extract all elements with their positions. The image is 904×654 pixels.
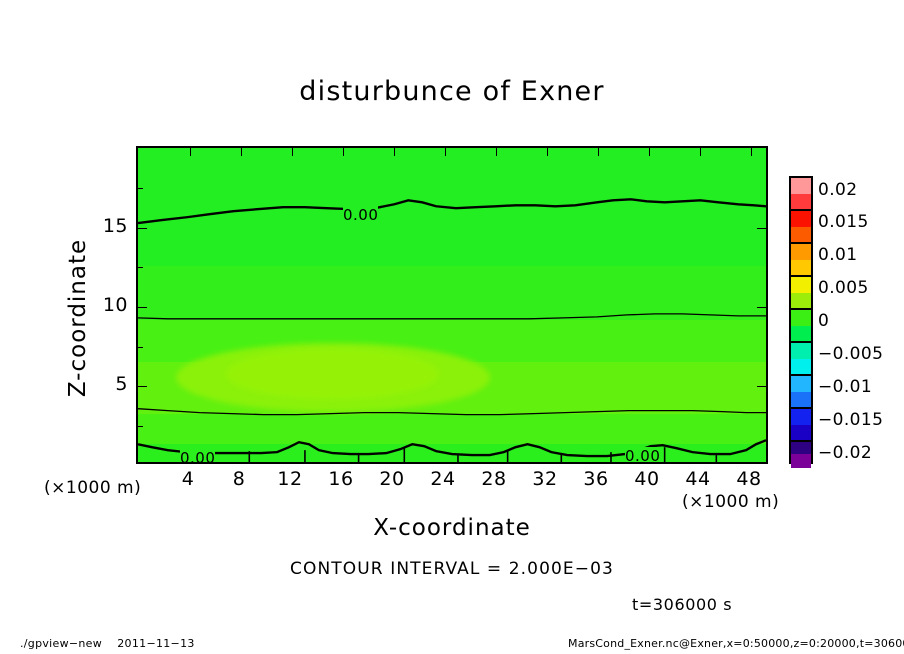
- axis-tick-top: [547, 148, 548, 156]
- axis-tick-top: [241, 148, 242, 156]
- colorbar-swatch: [791, 194, 811, 210]
- colorbar-tick-label: −0.005: [818, 344, 884, 364]
- colorbar-tick-label: −0.02: [818, 443, 873, 463]
- x-tick-label: 36: [583, 468, 609, 490]
- x-tick-label: 24: [430, 468, 456, 490]
- colorbar-swatch: [791, 244, 811, 260]
- axis-tick-left: [138, 386, 147, 387]
- colorbar-swatch: [791, 227, 811, 243]
- colorbar-separator: [791, 341, 811, 343]
- colorbar-separator: [791, 275, 811, 277]
- y-tick-label: 5: [115, 373, 128, 395]
- field-hotspot-core: [225, 348, 440, 400]
- contour-interval-note: CONTOUR INTERVAL = 2.000E−03: [290, 559, 614, 579]
- x-axis-units: (×1000 m): [682, 492, 780, 512]
- colorbar-swatch: [791, 293, 811, 309]
- x-tick-label: 48: [736, 468, 762, 490]
- contour-label: 0.00: [175, 449, 220, 462]
- x-tick-label: 28: [481, 468, 507, 490]
- colorbar-swatch: [791, 392, 811, 408]
- x-axis-title: X-coordinate: [373, 515, 531, 541]
- colorbar-separator: [791, 209, 811, 211]
- y-tick-label: 15: [102, 215, 128, 237]
- x-tick-label: 44: [685, 468, 711, 490]
- contour-plot-area: 0.00 0.00 0.00: [136, 146, 768, 464]
- y-axis-title: Z-coordinate: [65, 238, 91, 398]
- footer-command: ./gpview−new: [20, 637, 103, 650]
- x-tick-label: 20: [379, 468, 405, 490]
- field-band: [138, 414, 766, 444]
- colorbar-swatch: [791, 178, 811, 194]
- contour-label: 0.00: [338, 206, 383, 224]
- axis-tick-top: [292, 148, 293, 156]
- colorbar-swatch: [791, 310, 811, 326]
- x-tick-label: 12: [277, 468, 303, 490]
- colorbar-swatch: [791, 454, 811, 468]
- colorbar-swatch: [791, 211, 811, 227]
- colorbar-tick-label: 0.02: [818, 180, 858, 200]
- axis-tick-top: [649, 148, 650, 156]
- axis-tick-minor-left: [138, 347, 143, 348]
- footer-left: ./gpview−new 2011−11−13: [20, 637, 195, 650]
- x-tick-label: 8: [232, 468, 246, 490]
- colorbar: [789, 176, 813, 468]
- colorbar-swatch: [791, 425, 811, 441]
- contour-lines: [138, 198, 766, 462]
- colorbar-swatch: [791, 376, 811, 392]
- axis-tick-top: [700, 148, 701, 156]
- colorbar-tick-label: 0.005: [818, 278, 869, 298]
- axis-tick-minor-left: [138, 267, 143, 268]
- y-tick-label: 10: [102, 294, 128, 316]
- timestamp-note: t=306000 s: [632, 595, 733, 614]
- colorbar-swatch: [791, 409, 811, 425]
- colorbar-tick-label: −0.01: [818, 377, 873, 397]
- colorbar-swatch: [791, 277, 811, 293]
- axis-tick-top: [343, 148, 344, 156]
- axis-tick-left: [138, 228, 147, 229]
- axis-tick-top: [496, 148, 497, 156]
- colorbar-swatch: [791, 343, 811, 359]
- colorbar-swatch: [791, 260, 811, 276]
- axis-tick-top: [598, 148, 599, 156]
- colorbar-swatch: [791, 442, 811, 454]
- page-title: disturbunce of Exner: [299, 76, 605, 107]
- axis-tick-right: [757, 228, 766, 229]
- colorbar-tick-label: 0.01: [818, 245, 858, 265]
- colorbar-separator: [791, 407, 811, 409]
- colorbar-separator: [791, 308, 811, 310]
- axis-tick-top: [190, 148, 191, 156]
- colorbar-tick-label: 0.015: [818, 212, 869, 232]
- x-tick-label: 32: [532, 468, 558, 490]
- colorbar-swatch: [791, 359, 811, 375]
- x-tick-label: 16: [328, 468, 354, 490]
- axis-tick-minor-left: [138, 426, 143, 427]
- x-tick-label: 4: [181, 468, 195, 490]
- axis-tick-top: [445, 148, 446, 156]
- field-band: [138, 266, 766, 320]
- axis-tick-left: [138, 307, 147, 308]
- x-tick-label: 40: [634, 468, 660, 490]
- footer-date: 2011−11−13: [117, 637, 195, 650]
- y-axis-units: (×1000 m): [44, 478, 142, 498]
- axis-tick-right: [757, 307, 766, 308]
- axis-tick-top: [751, 148, 752, 156]
- colorbar-tick-label: 0: [818, 311, 830, 331]
- colorbar-swatch: [791, 326, 811, 342]
- colorbar-separator: [791, 374, 811, 376]
- colorbar-separator: [791, 440, 811, 442]
- axis-tick-minor-left: [138, 188, 143, 189]
- axis-tick-right: [757, 386, 766, 387]
- colorbar-tick-label: −0.015: [818, 410, 884, 430]
- axis-tick-top: [394, 148, 395, 156]
- colorbar-separator: [791, 242, 811, 244]
- contour-label: 0.00: [620, 447, 665, 464]
- footer-dataset-info: MarsCond_Exner.nc@Exner,x=0:50000,z=0:20…: [568, 637, 904, 650]
